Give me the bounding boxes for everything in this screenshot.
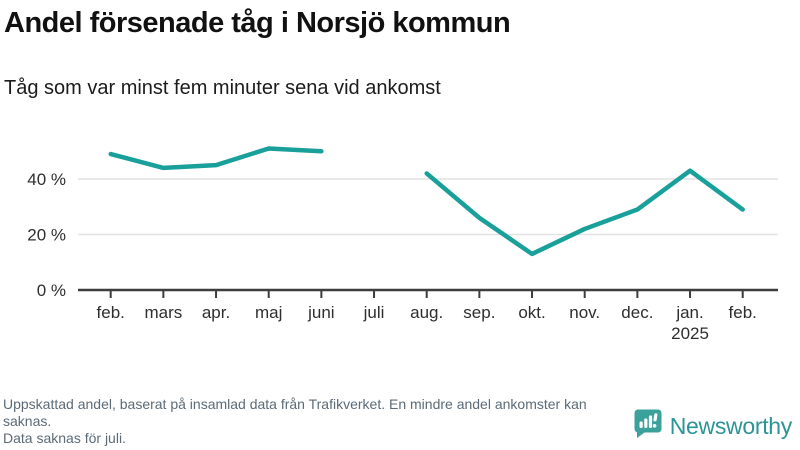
svg-text:dec.: dec. (621, 303, 653, 322)
footer-note-gap: Data saknas för juli. (3, 430, 126, 446)
svg-text:maj: maj (255, 303, 282, 322)
bar-chart-speech-bubble-icon (633, 408, 663, 444)
speech-bubble-shape (634, 409, 662, 438)
svg-text:apr.: apr. (202, 303, 230, 322)
svg-text:0 %: 0 % (37, 281, 66, 300)
chart-subtitle: Tåg som var minst fem minuter sena vid a… (4, 77, 441, 99)
svg-text:20 %: 20 % (27, 226, 66, 245)
svg-text:40 %: 40 % (27, 170, 66, 189)
newsworthy-logo: Newsworthy (633, 408, 792, 444)
svg-text:jan.: jan. (675, 303, 703, 322)
svg-text:feb.: feb. (97, 303, 125, 322)
line-chart-svg: 0 % 20 % 40 % feb. mars apr. maj juni juli aug. se… (27, 146, 778, 343)
svg-text:nov.: nov. (569, 303, 600, 322)
svg-text:juli: juli (363, 303, 385, 322)
footer-note-source: Uppskattad andel, baserat på insamlad da… (3, 396, 587, 429)
newsworthy-wordmark: Newsworthy (669, 412, 793, 439)
chart-title: Andel försenade tåg i Norsjö kommun (4, 7, 511, 39)
svg-text:mars: mars (144, 303, 182, 322)
footer-notes: Uppskattad andel, baserat på insamlad da… (3, 396, 635, 447)
svg-text:aug.: aug. (410, 303, 443, 322)
chart-area: 0 % 20 % 40 % feb. mars apr. maj juni juli aug. se… (0, 125, 800, 350)
svg-text:feb.: feb. (729, 303, 757, 322)
svg-text:juni: juni (307, 303, 334, 322)
svg-text:okt.: okt. (518, 303, 545, 322)
svg-text:sep.: sep. (463, 303, 495, 322)
svg-text:2025: 2025 (671, 324, 709, 343)
